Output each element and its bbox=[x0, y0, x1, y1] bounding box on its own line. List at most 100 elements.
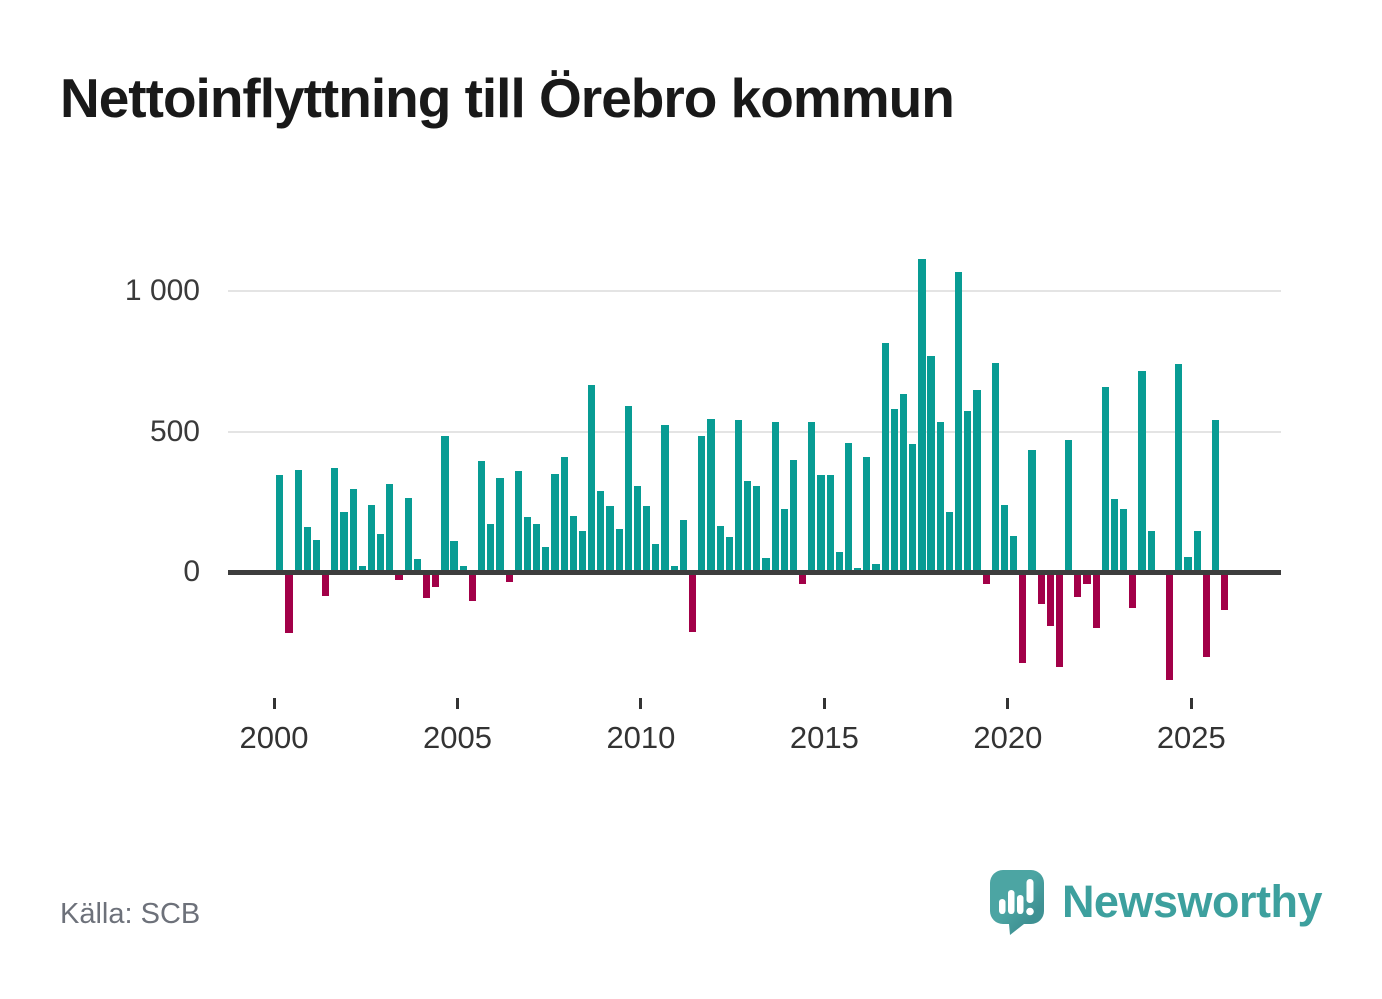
bar-2013-q4 bbox=[780, 508, 788, 572]
bar-2010-q3 bbox=[661, 424, 669, 572]
bar-2000-q2 bbox=[285, 574, 293, 634]
bar-2014-q3 bbox=[808, 421, 816, 572]
bar-2022-q3 bbox=[1101, 386, 1109, 572]
bar-2012-q2 bbox=[725, 536, 733, 572]
bar-2003-q4 bbox=[413, 559, 421, 572]
bar-2022-q2 bbox=[1092, 574, 1100, 628]
bar-2021-q4 bbox=[1074, 574, 1082, 597]
x-axis-zero-line bbox=[228, 569, 1281, 575]
bar-2007-q4 bbox=[560, 456, 568, 572]
x-tick-2025 bbox=[1189, 698, 1193, 709]
bar-2006-q1 bbox=[496, 477, 504, 572]
bar-2006-q3 bbox=[514, 470, 522, 572]
bar-2017-q2 bbox=[909, 444, 917, 572]
bar-2016-q3 bbox=[881, 343, 889, 572]
bar-2009-q1 bbox=[606, 506, 614, 572]
bar-2011-q4 bbox=[707, 419, 715, 572]
bar-2007-q1 bbox=[533, 524, 541, 572]
bar-2008-q3 bbox=[588, 385, 596, 572]
x-tick-label-2015: 2015 bbox=[789, 720, 859, 755]
bar-2024-q2 bbox=[1165, 574, 1174, 680]
bar-2025-q1 bbox=[1193, 531, 1201, 572]
bar-2020-q4 bbox=[1037, 574, 1045, 604]
newsworthy-logo-text: Newsworthy bbox=[1061, 876, 1323, 927]
bar-2010-q1 bbox=[643, 506, 651, 572]
bar-2010-q2 bbox=[652, 543, 660, 572]
bar-2021-q3 bbox=[1065, 440, 1073, 572]
bar-2003-q1 bbox=[386, 483, 394, 572]
newsworthy-logo-icon bbox=[988, 868, 1046, 936]
bar-2022-q4 bbox=[1110, 499, 1119, 572]
bar-2014-q2 bbox=[799, 574, 807, 585]
bar-2012-q4 bbox=[744, 480, 752, 572]
bar-2019-q1 bbox=[973, 389, 981, 572]
bar-2002-q4 bbox=[377, 534, 385, 572]
x-tick-label-2025: 2025 bbox=[1156, 720, 1226, 755]
bar-2013-q3 bbox=[771, 421, 779, 572]
bar-2012-q1 bbox=[716, 525, 724, 572]
bar-2001-q3 bbox=[331, 468, 339, 572]
bar-2009-q4 bbox=[633, 486, 642, 572]
bar-2019-q4 bbox=[1000, 504, 1009, 572]
bar-2013-q1 bbox=[753, 486, 761, 572]
bar-2020-q1 bbox=[1010, 535, 1018, 572]
y-tick-label-1000: 1 000 bbox=[124, 274, 200, 308]
bar-2008-q2 bbox=[578, 531, 587, 572]
y-tick-label-500: 500 bbox=[149, 414, 200, 448]
bar-2007-q2 bbox=[542, 546, 550, 572]
bar-2019-q2 bbox=[982, 574, 990, 585]
bar-2017-q1 bbox=[899, 393, 908, 572]
bar-2020-q2 bbox=[1019, 574, 1027, 663]
x-tick-2005 bbox=[455, 698, 459, 709]
bar-2001-q4 bbox=[340, 511, 348, 572]
bar-2025-q2 bbox=[1202, 574, 1210, 658]
bar-2006-q4 bbox=[523, 517, 532, 572]
bar-2012-q3 bbox=[734, 420, 743, 572]
bar-2020-q3 bbox=[1028, 449, 1036, 572]
bar-2008-q1 bbox=[569, 515, 577, 572]
bar-2010-q4 bbox=[670, 566, 678, 572]
bar-2013-q2 bbox=[762, 557, 770, 572]
bar-2023-q1 bbox=[1120, 508, 1128, 572]
bar-2016-q4 bbox=[890, 409, 898, 572]
bar-2002-q1 bbox=[349, 489, 357, 572]
bar-2017-q3 bbox=[918, 259, 926, 572]
bar-2018-q4 bbox=[964, 410, 972, 572]
bar-2009-q3 bbox=[624, 406, 632, 572]
bar-2000-q4 bbox=[303, 527, 311, 572]
bar-2021-q1 bbox=[1046, 574, 1054, 627]
bar-2011-q2 bbox=[688, 574, 697, 633]
bar-2003-q2 bbox=[395, 574, 403, 581]
bar-2007-q3 bbox=[551, 473, 559, 572]
bar-2002-q2 bbox=[358, 566, 366, 572]
bar-2018-q2 bbox=[945, 511, 954, 572]
bar-2016-q1 bbox=[863, 456, 871, 572]
y-tick-label-0: 0 bbox=[183, 555, 200, 588]
bar-2001-q2 bbox=[322, 574, 330, 596]
bar-2004-q4 bbox=[450, 541, 458, 572]
source-caption: Källa: SCB bbox=[60, 898, 201, 930]
bar-2015-q2 bbox=[835, 552, 843, 572]
bar-2023-q4 bbox=[1147, 531, 1155, 572]
bar-2000-q3 bbox=[294, 469, 302, 572]
bar-2017-q4 bbox=[927, 355, 935, 572]
x-tick-2000 bbox=[272, 698, 276, 709]
bar-2025-q4 bbox=[1221, 574, 1229, 610]
bar-2018-q1 bbox=[936, 421, 944, 572]
bar-2022-q1 bbox=[1083, 574, 1091, 585]
bar-2024-q3 bbox=[1175, 364, 1183, 572]
bar-2024-q4 bbox=[1184, 556, 1192, 572]
bar-2014-q4 bbox=[817, 475, 825, 572]
bar-2001-q1 bbox=[312, 539, 321, 572]
bar-2023-q2 bbox=[1129, 574, 1137, 609]
bar-2011-q1 bbox=[679, 520, 687, 572]
bar-2005-q3 bbox=[478, 461, 486, 572]
bar-2002-q3 bbox=[367, 504, 376, 572]
bar-2018-q3 bbox=[955, 271, 963, 572]
bar-2004-q3 bbox=[441, 435, 449, 572]
bar-2006-q2 bbox=[505, 574, 513, 582]
bar-2014-q1 bbox=[789, 459, 798, 572]
newsworthy-branding: Newsworthy bbox=[988, 868, 1323, 936]
